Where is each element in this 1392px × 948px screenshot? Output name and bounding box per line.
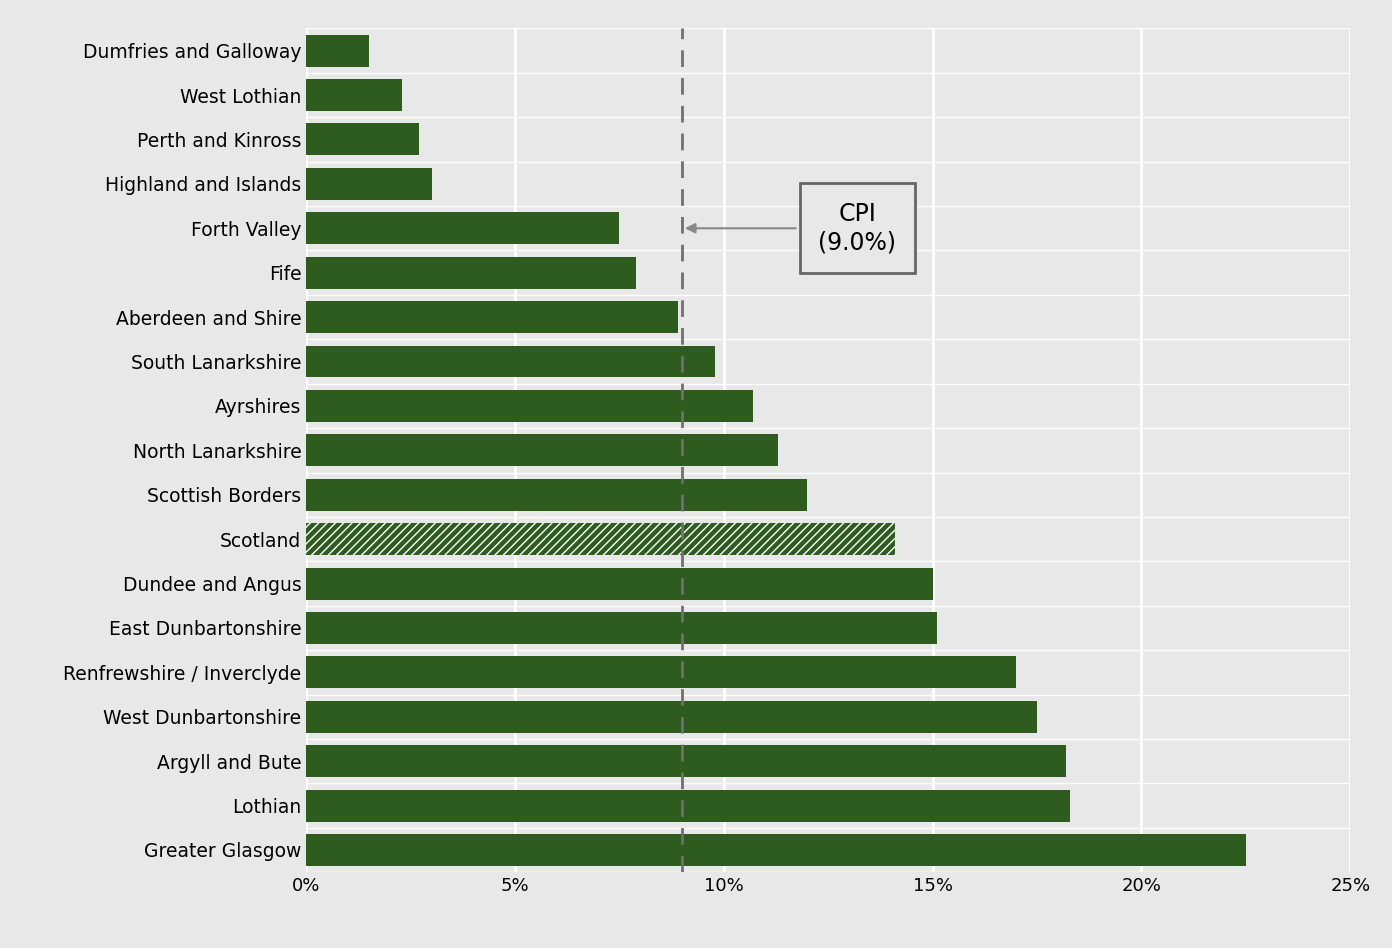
Bar — [306, 257, 636, 288]
Bar — [306, 345, 715, 377]
Bar — [306, 390, 753, 422]
Text: CPI
(9.0%): CPI (9.0%) — [688, 202, 896, 254]
Bar — [306, 701, 1037, 733]
Bar — [306, 523, 895, 556]
Bar — [306, 790, 1070, 822]
Bar — [306, 168, 432, 200]
Bar — [306, 656, 1016, 688]
Bar — [306, 35, 369, 66]
Bar — [306, 568, 933, 599]
Bar — [306, 479, 807, 511]
Bar — [306, 834, 1246, 866]
Bar — [306, 612, 937, 644]
Bar — [306, 301, 678, 333]
Bar — [306, 434, 778, 466]
Bar — [306, 79, 402, 111]
Bar — [306, 212, 619, 245]
Bar — [306, 745, 1066, 777]
Bar — [306, 123, 419, 155]
